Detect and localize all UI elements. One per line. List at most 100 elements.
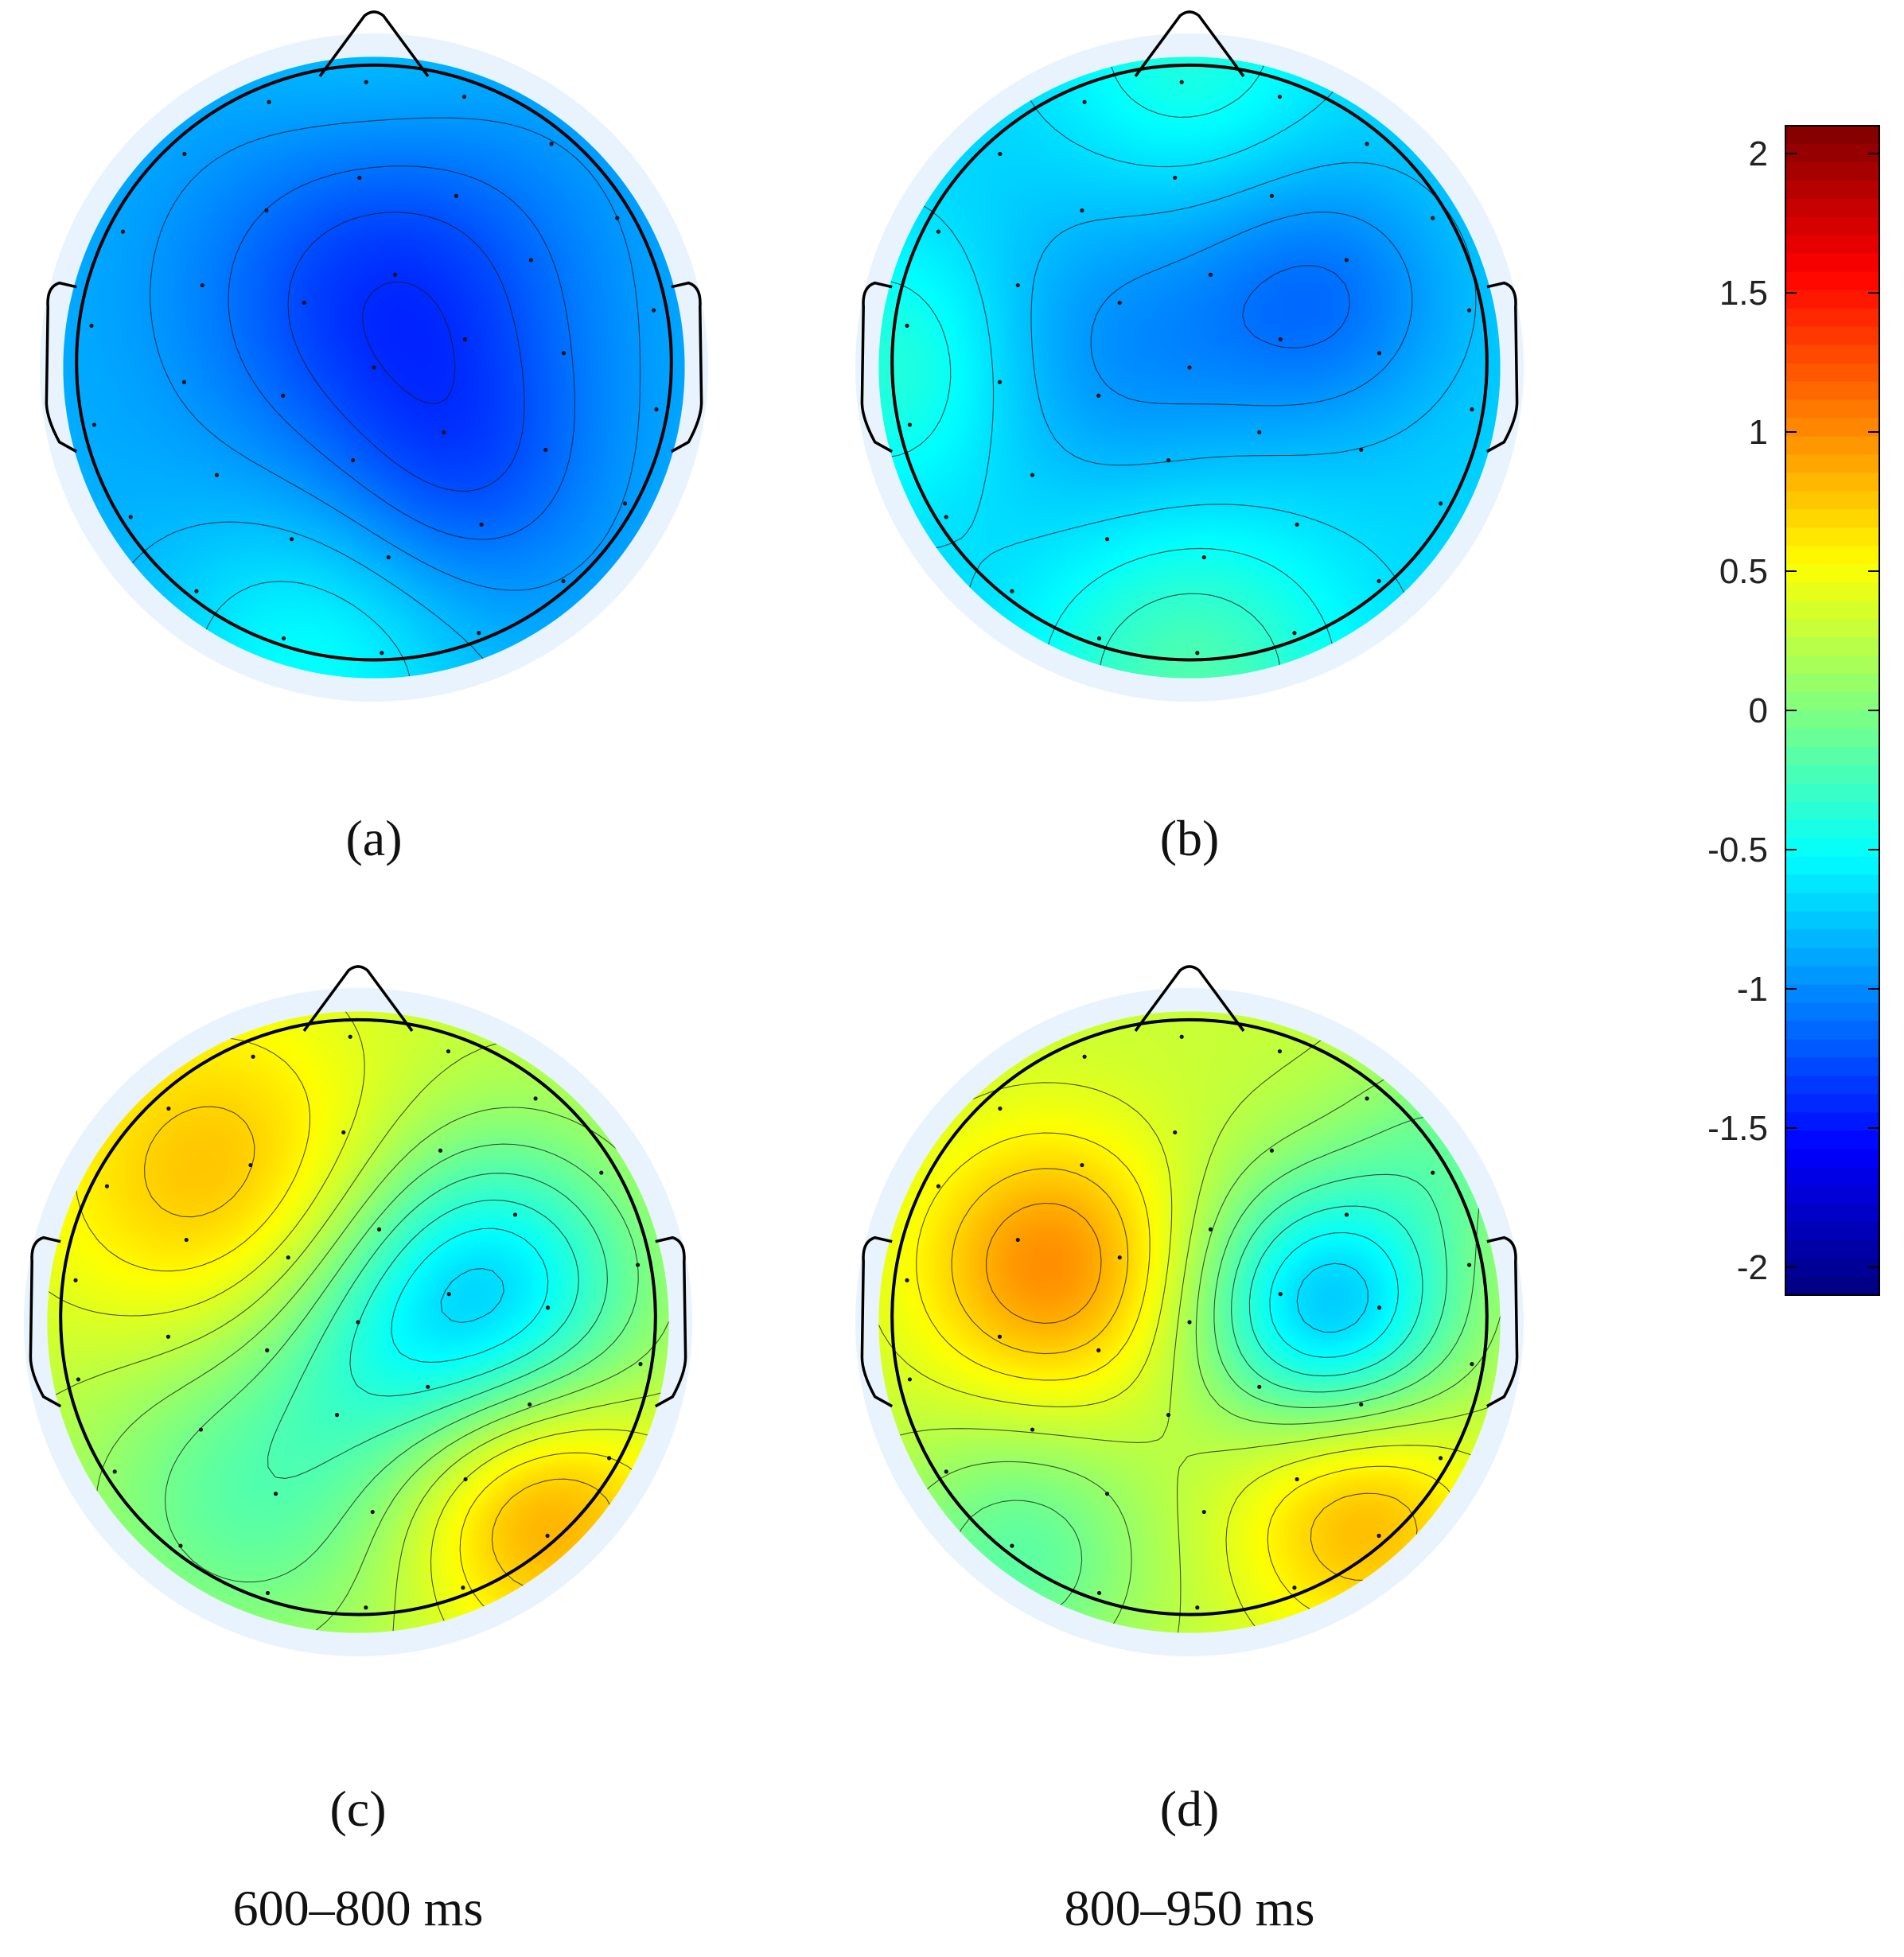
electrode-dot bbox=[1117, 301, 1122, 305]
electrode-dot bbox=[533, 1096, 538, 1101]
colorbar-tick-label: 1.5 bbox=[1719, 274, 1768, 313]
colorbar-segment bbox=[1785, 1039, 1879, 1059]
electrode-dot bbox=[1431, 216, 1435, 220]
electrode-dot bbox=[944, 515, 948, 519]
electrode-dot bbox=[1376, 1305, 1382, 1310]
electrode-dot bbox=[1269, 193, 1275, 198]
electrode-dot bbox=[265, 1590, 271, 1596]
colorbar-segment bbox=[1785, 801, 1879, 821]
colorbar-segment bbox=[1785, 1240, 1879, 1259]
colorbar-segment bbox=[1785, 765, 1879, 784]
electrode-dot bbox=[545, 1533, 550, 1539]
electrode-dot bbox=[1344, 1212, 1349, 1217]
colorbar-segment bbox=[1785, 656, 1879, 675]
electrode-dot bbox=[1376, 578, 1381, 584]
colorbar-segment bbox=[1785, 143, 1879, 163]
electrode-dot bbox=[622, 501, 628, 506]
nose-outline bbox=[1134, 10, 1245, 77]
electrode-dot bbox=[654, 407, 659, 412]
electrode-dot bbox=[1257, 430, 1262, 434]
electrode-dot bbox=[1344, 258, 1349, 263]
colorbar-segment bbox=[1785, 947, 1879, 967]
topoplot-panel: (c) 600–800 ms bbox=[24, 965, 692, 1936]
colorbar-segment bbox=[1785, 527, 1879, 547]
electrode-dot bbox=[1010, 1543, 1014, 1548]
left-ear-outline bbox=[29, 1235, 62, 1408]
electrode-dot bbox=[1376, 1533, 1381, 1539]
head-outline bbox=[59, 1017, 657, 1617]
colorbar-segment bbox=[1785, 619, 1879, 638]
electrode-dot bbox=[364, 1605, 368, 1610]
electrode-dot bbox=[1365, 1096, 1369, 1101]
electrode-dot bbox=[356, 1320, 360, 1325]
electrode-dot bbox=[561, 351, 567, 356]
electrode-dot bbox=[104, 1184, 110, 1189]
colorbar-segment bbox=[1785, 418, 1879, 438]
electrode-dot bbox=[1295, 522, 1299, 527]
electrode-dot bbox=[1201, 554, 1206, 560]
electrode-dot bbox=[357, 175, 362, 181]
colorbar-tick-label: 0 bbox=[1749, 691, 1768, 730]
electrode-dot bbox=[1359, 447, 1364, 453]
electrode-dot bbox=[905, 1278, 909, 1282]
electrode-dot bbox=[380, 651, 384, 656]
electrode-dot bbox=[479, 522, 484, 527]
electrode-dot bbox=[1173, 175, 1178, 181]
electrode-dot bbox=[446, 1049, 451, 1054]
colorbar-segment bbox=[1785, 363, 1879, 383]
electrode-dot bbox=[200, 282, 204, 288]
panel-label: (b) bbox=[1160, 810, 1220, 866]
colorbar-segment bbox=[1785, 692, 1879, 711]
electrode-dot bbox=[1117, 1255, 1122, 1260]
electrode-dot bbox=[1470, 1362, 1474, 1367]
electrode-dot bbox=[905, 323, 909, 328]
electrode-dot bbox=[461, 1585, 465, 1590]
right-ear-outline bbox=[670, 281, 703, 453]
topoplot-panel: (b) bbox=[855, 10, 1524, 866]
electrode-dot bbox=[112, 1469, 117, 1474]
electrode-dot bbox=[1195, 1605, 1200, 1610]
electrode-dot bbox=[248, 1162, 253, 1168]
panel-label: (c) bbox=[329, 1780, 386, 1837]
electrode-dot bbox=[1292, 1585, 1297, 1590]
electrode-dot bbox=[120, 229, 126, 234]
electrode-dot bbox=[364, 80, 368, 84]
electrode-dot bbox=[348, 1034, 352, 1039]
colorbar-segment bbox=[1785, 399, 1879, 419]
topoplot-panel: (a) bbox=[40, 10, 708, 866]
colorbar-segment bbox=[1785, 1076, 1879, 1095]
nose-outline bbox=[318, 10, 430, 77]
colorbar-segment bbox=[1785, 381, 1879, 401]
electrode-dot bbox=[1173, 1130, 1178, 1135]
electrode-dot bbox=[936, 229, 941, 234]
electrode-dot bbox=[181, 379, 187, 384]
colorbar-segment bbox=[1785, 1185, 1879, 1204]
colorbar-tick-label: 0.5 bbox=[1719, 552, 1768, 591]
electrode-dot bbox=[1278, 1292, 1283, 1297]
electrode-dot bbox=[392, 272, 398, 277]
electrode-dot bbox=[1179, 80, 1184, 84]
colorbar-segment bbox=[1785, 271, 1879, 291]
electrode-dot bbox=[599, 1170, 604, 1175]
electrode-dot bbox=[341, 1130, 346, 1135]
electrode-dot bbox=[302, 301, 306, 305]
electrode-dot bbox=[998, 151, 1003, 157]
colorbar-segment bbox=[1785, 710, 1879, 729]
electrode-dot bbox=[334, 1413, 340, 1418]
electrode-dot bbox=[651, 308, 656, 313]
electrode-dot bbox=[1269, 1148, 1275, 1153]
electrode-dot bbox=[528, 1402, 532, 1407]
electrode-dot bbox=[386, 554, 391, 560]
electrode-dot bbox=[438, 1148, 443, 1153]
electrode-dot bbox=[1082, 99, 1087, 104]
electrode-dot bbox=[281, 393, 286, 398]
electrode-dot bbox=[1166, 458, 1171, 463]
electrode-dot bbox=[1015, 282, 1020, 288]
colorbar-segment bbox=[1785, 911, 1879, 931]
left-ear-outline bbox=[860, 281, 894, 453]
colorbar-segment bbox=[1785, 893, 1879, 912]
head-outline bbox=[75, 63, 673, 662]
electrode-dot bbox=[1438, 1456, 1443, 1461]
electrode-dot bbox=[1438, 501, 1443, 506]
electrode-dot bbox=[997, 1334, 1003, 1339]
